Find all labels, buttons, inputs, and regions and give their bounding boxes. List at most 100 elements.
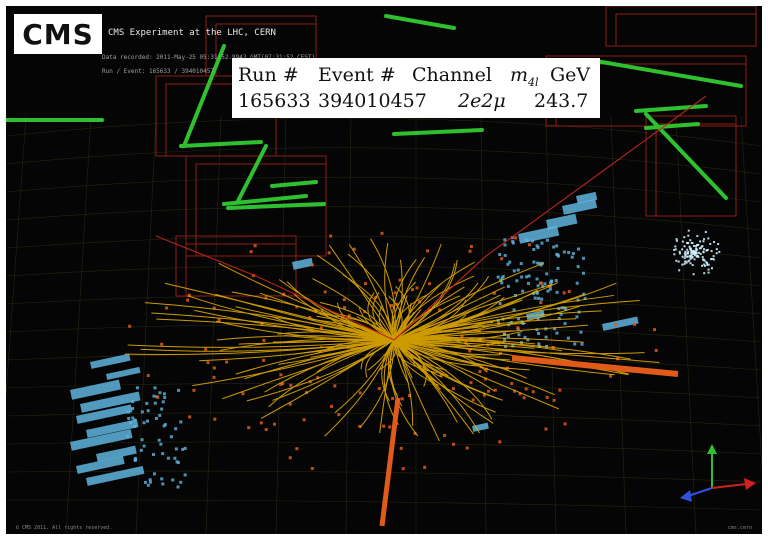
ecal-hit — [399, 446, 403, 450]
cluster-cell — [674, 245, 677, 248]
hcal-cell — [562, 250, 566, 254]
hcal-cell — [540, 241, 544, 245]
hcal-cell — [525, 275, 529, 279]
cluster-cell — [687, 229, 690, 232]
hcal-cell — [557, 307, 561, 311]
hcal-tower — [545, 213, 578, 230]
hcal-cell — [516, 317, 520, 321]
hcal-cell — [508, 260, 512, 264]
hcal-cell — [183, 446, 187, 450]
ecal-hit — [363, 282, 367, 286]
hcal-tower — [106, 366, 141, 380]
hcal-cell — [525, 239, 529, 243]
cluster-cell — [707, 268, 710, 271]
ecal-hit — [272, 422, 276, 426]
ecal-hit — [614, 323, 618, 327]
cluster-cell — [700, 245, 703, 248]
hcal-cell — [556, 266, 560, 270]
ecal-hit — [337, 413, 341, 417]
ecal-hit — [342, 298, 346, 302]
ecal-hit — [522, 396, 526, 400]
ecal-hit — [423, 465, 427, 469]
ecal-hit — [160, 342, 164, 346]
hcal-tower — [90, 353, 131, 369]
hcal-cell — [157, 438, 161, 442]
hcal-cell — [133, 418, 137, 422]
cluster-cell — [695, 247, 698, 250]
ecal-hit — [343, 306, 347, 310]
ecal-hit — [478, 370, 482, 374]
hcal-cell — [519, 262, 523, 266]
cluster-cell — [698, 247, 701, 250]
ecal-hit — [540, 281, 544, 285]
mass-value: 243.7 — [534, 90, 589, 112]
hcal-cell — [140, 410, 144, 414]
cluster-cell — [702, 250, 705, 253]
track — [393, 339, 440, 442]
event-display: CMS CMS Experiment at the LHC, CERN Data… — [6, 6, 762, 534]
track — [140, 339, 395, 352]
track — [393, 294, 501, 341]
electron-tower — [511, 355, 679, 377]
track — [215, 293, 395, 341]
hcal-cell — [159, 442, 163, 446]
hcal-cell — [146, 483, 150, 487]
ecal-hit — [295, 305, 299, 309]
hcal-cell — [556, 254, 560, 258]
header-mass-symbol: m4l — [510, 64, 539, 89]
hcal-cell — [504, 344, 508, 348]
event-info-table: Run # Event # Channel m4l GeV 165633 394… — [232, 58, 600, 118]
mesh-line — [6, 206, 762, 231]
track — [393, 339, 506, 348]
hcal-cell — [537, 342, 541, 346]
cluster-cell — [689, 239, 692, 242]
cluster-cell — [683, 257, 686, 260]
hcal-cell — [523, 335, 527, 339]
track — [328, 244, 395, 341]
hcal-cell — [527, 274, 531, 278]
hcal-cell — [131, 407, 135, 411]
hcal-cell — [145, 401, 149, 405]
cluster-cell — [689, 249, 692, 252]
hcal-cell — [563, 322, 567, 326]
hcal-cell — [546, 289, 550, 293]
track — [392, 281, 417, 341]
cluster-cell — [715, 248, 718, 251]
hcal-cell — [583, 297, 587, 301]
hcal-cell — [148, 478, 152, 482]
cluster-cell — [681, 248, 684, 251]
hcal-cell — [511, 240, 515, 244]
hcal-cell — [536, 317, 540, 321]
energy-cluster — [673, 229, 721, 276]
track — [393, 339, 562, 352]
hcal-cell — [557, 317, 561, 321]
ecal-hit — [330, 404, 334, 408]
hcal-cell — [552, 245, 556, 249]
hcal-cell — [515, 279, 519, 283]
hcal-cell — [535, 277, 539, 281]
track — [393, 339, 660, 364]
hcal-tower — [562, 198, 598, 215]
hcal-cell — [126, 410, 130, 414]
hcal-cell — [153, 386, 157, 390]
cluster-cell — [692, 244, 695, 247]
cluster-cell — [697, 251, 700, 254]
ecal-hit — [410, 288, 414, 292]
hcal-cell — [158, 413, 162, 417]
cluster-cell — [703, 248, 706, 251]
axis-gizmo-icon — [680, 444, 756, 502]
cluster-cell — [683, 245, 686, 248]
hcal-cell — [532, 260, 536, 264]
cluster-cell — [694, 250, 697, 253]
ecal-hit — [282, 292, 286, 296]
hcal-cell — [131, 400, 135, 404]
hcal-cell — [536, 261, 540, 265]
ecal-hit — [544, 427, 548, 431]
cluster-cell — [693, 258, 696, 261]
hcal-cell — [555, 244, 559, 248]
hcal-cell — [131, 416, 135, 420]
cluster-cell — [689, 256, 692, 259]
hcal-cell — [506, 262, 510, 266]
ecal-hit — [408, 394, 412, 398]
hcal-cell — [500, 276, 504, 280]
